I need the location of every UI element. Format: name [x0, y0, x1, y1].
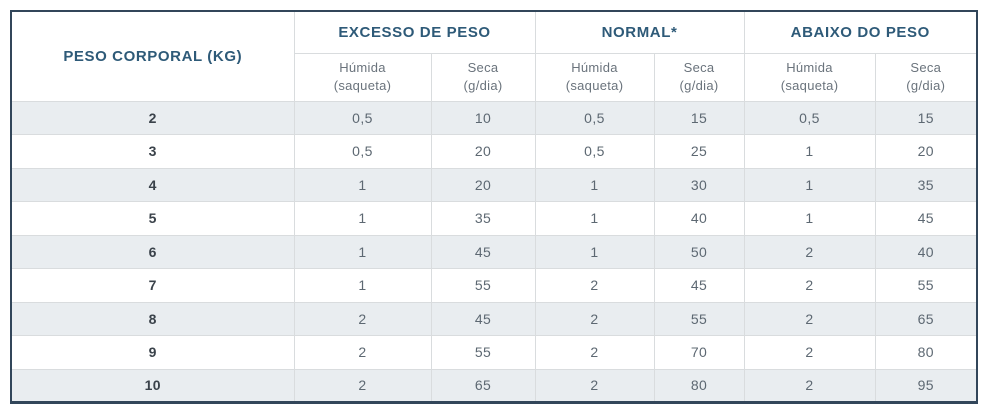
value-cell: 2	[743, 335, 876, 370]
weight-cell: 8	[10, 301, 295, 336]
table-row: 8 2 45 2 55 2 65	[10, 301, 978, 336]
value-cell: 1	[534, 167, 655, 202]
value-cell: 1	[534, 201, 655, 236]
value-cell: 95	[874, 368, 978, 403]
value-cell: 45	[874, 201, 978, 236]
sub-header-unit: (g/dia)	[463, 78, 503, 93]
sub-header-name: Seca	[683, 60, 715, 76]
value-cell: 2	[743, 268, 876, 303]
value-cell: 40	[874, 234, 978, 269]
value-cell: 1	[293, 268, 432, 303]
value-cell: 20	[430, 134, 536, 169]
value-cell: 65	[430, 368, 536, 403]
value-cell: 0,5	[293, 134, 432, 169]
value-cell: 30	[653, 167, 745, 202]
value-cell: 45	[653, 268, 745, 303]
value-cell: 2	[743, 368, 876, 403]
value-cell: 2	[534, 301, 655, 336]
value-cell: 55	[653, 301, 745, 336]
weight-cell: 4	[10, 167, 295, 202]
value-cell: 15	[874, 100, 978, 135]
table-body: 2 0,5 10 0,5 15 0,5 15 3 0,5 20 0,5 25 1 20 4 1 20 1 30 1 35…	[10, 100, 978, 403]
table-row: 4 1 20 1 30 1 35	[10, 167, 978, 202]
corner-header-body-weight: PESO CORPORAL (KG)	[10, 10, 295, 102]
sub-header-cell: Húmida (saqueta)	[534, 52, 655, 102]
value-cell: 0,5	[293, 100, 432, 135]
value-cell: 2	[743, 301, 876, 336]
value-cell: 2	[534, 268, 655, 303]
sub-header-unit: (g/dia)	[679, 78, 719, 93]
value-cell: 2	[293, 368, 432, 403]
table-row: 2 0,5 10 0,5 15 0,5 15	[10, 100, 978, 135]
table-row: 10 2 65 2 80 2 95	[10, 368, 978, 403]
sub-header-row: Húmida (saqueta) Seca (g/dia) Húmida (saqueta…	[11, 52, 978, 102]
weight-cell: 9	[10, 335, 295, 370]
feeding-guide-table-wrap: PESO CORPORAL (KG) EXCESSO DE PESO NORMA…	[10, 10, 979, 404]
value-cell: 55	[874, 268, 978, 303]
value-cell: 50	[653, 234, 745, 269]
group-header-normal: NORMAL*	[534, 10, 745, 54]
sub-header-name: Húmida	[571, 60, 618, 76]
sub-header-unit: (saqueta)	[333, 78, 392, 93]
value-cell: 0,5	[534, 100, 655, 135]
weight-cell: 10	[10, 368, 295, 403]
value-cell: 15	[653, 100, 745, 135]
value-cell: 1	[743, 134, 876, 169]
weight-cell: 6	[10, 234, 295, 269]
value-cell: 2	[743, 234, 876, 269]
value-cell: 55	[430, 268, 536, 303]
group-header-row: PESO CORPORAL (KG) EXCESSO DE PESO NORMA…	[10, 10, 978, 102]
value-cell: 0,5	[534, 134, 655, 169]
value-cell: 10	[430, 100, 536, 135]
sub-header-cell: Húmida (saqueta)	[293, 52, 432, 102]
value-cell: 80	[653, 368, 745, 403]
value-cell: 1	[293, 234, 432, 269]
value-cell: 70	[653, 335, 745, 370]
feeding-guide-table: PESO CORPORAL (KG) EXCESSO DE PESO NORMA…	[10, 10, 979, 404]
weight-cell: 5	[10, 201, 295, 236]
table-row: 9 2 55 2 70 2 80	[10, 335, 978, 370]
value-cell: 1	[743, 201, 876, 236]
sub-header-cell: Seca (g/dia)	[874, 52, 978, 102]
value-cell: 1	[534, 234, 655, 269]
group-header-underweight: ABAIXO DO PESO	[743, 10, 978, 54]
value-cell: 1	[743, 167, 876, 202]
value-cell: 35	[874, 167, 978, 202]
group-header-overweight: EXCESSO DE PESO	[293, 10, 536, 54]
sub-header-unit: (saqueta)	[780, 78, 839, 93]
value-cell: 0,5	[743, 100, 876, 135]
weight-cell: 3	[10, 134, 295, 169]
value-cell: 2	[293, 301, 432, 336]
value-cell: 45	[430, 234, 536, 269]
sub-header-unit: (g/dia)	[906, 78, 946, 93]
sub-header-cell: Seca (g/dia)	[653, 52, 745, 102]
value-cell: 80	[874, 335, 978, 370]
value-cell: 45	[430, 301, 536, 336]
value-cell: 55	[430, 335, 536, 370]
table-row: 6 1 45 1 50 2 40	[10, 234, 978, 269]
weight-cell: 7	[10, 268, 295, 303]
value-cell: 20	[430, 167, 536, 202]
value-cell: 1	[293, 201, 432, 236]
value-cell: 35	[430, 201, 536, 236]
value-cell: 65	[874, 301, 978, 336]
sub-header-name: Húmida	[786, 60, 833, 76]
weight-cell: 2	[10, 100, 295, 135]
table-row: 3 0,5 20 0,5 25 1 20	[10, 134, 978, 169]
value-cell: 40	[653, 201, 745, 236]
table-row: 7 1 55 2 45 2 55	[10, 268, 978, 303]
value-cell: 20	[874, 134, 978, 169]
value-cell: 2	[534, 368, 655, 403]
value-cell: 1	[293, 167, 432, 202]
value-cell: 2	[534, 335, 655, 370]
value-cell: 2	[293, 335, 432, 370]
sub-header-name: Húmida	[339, 60, 386, 76]
sub-header-name: Seca	[467, 60, 499, 76]
table-row: 5 1 35 1 40 1 45	[10, 201, 978, 236]
sub-header-cell: Húmida (saqueta)	[743, 52, 876, 102]
value-cell: 25	[653, 134, 745, 169]
sub-header-cell: Seca (g/dia)	[430, 52, 536, 102]
sub-header-unit: (saqueta)	[565, 78, 624, 93]
sub-header-name: Seca	[910, 60, 942, 76]
